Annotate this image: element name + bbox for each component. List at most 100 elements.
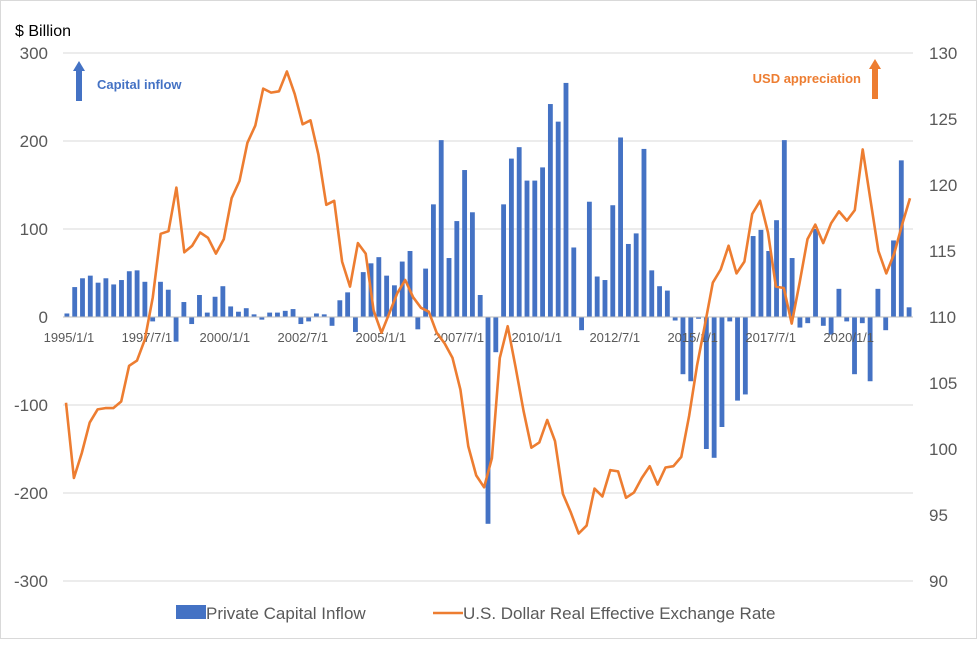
x-axis-tick: 2017/7/1 bbox=[745, 330, 796, 345]
bar bbox=[649, 270, 655, 317]
legend-label-bar: Private Capital Inflow bbox=[206, 604, 366, 623]
bar bbox=[353, 317, 358, 332]
bar bbox=[469, 212, 475, 317]
bar bbox=[563, 82, 569, 317]
bar bbox=[282, 310, 288, 317]
bar bbox=[337, 300, 343, 317]
bar bbox=[508, 158, 514, 317]
bar bbox=[384, 275, 390, 317]
capital-inflow-note: Capital inflow bbox=[97, 77, 182, 92]
x-axis-tick: 2007/7/1 bbox=[434, 330, 485, 345]
bar bbox=[625, 243, 631, 317]
bar bbox=[212, 296, 218, 317]
bar bbox=[501, 204, 507, 317]
bar bbox=[415, 317, 421, 330]
bar bbox=[594, 276, 600, 317]
x-axis-tick: 2005/1/1 bbox=[356, 330, 407, 345]
bar bbox=[797, 317, 803, 328]
bar bbox=[742, 317, 748, 395]
bar bbox=[789, 258, 795, 317]
left-axis-tick: 300 bbox=[20, 44, 48, 63]
bar bbox=[727, 317, 733, 322]
left-axis-tick: 100 bbox=[20, 220, 48, 239]
up-arrow-head-icon bbox=[73, 61, 85, 71]
x-axis-tick: 2015/1/1 bbox=[667, 330, 718, 345]
bar bbox=[664, 290, 670, 317]
bar bbox=[610, 205, 616, 317]
bar bbox=[688, 317, 694, 382]
left-axis-tick: 0 bbox=[39, 308, 48, 327]
bar bbox=[243, 308, 249, 317]
bar bbox=[220, 286, 226, 317]
right-axis-tick: 120 bbox=[929, 176, 957, 195]
bar bbox=[532, 180, 538, 317]
bar bbox=[173, 317, 179, 342]
bar bbox=[119, 280, 124, 317]
right-axis-tick-labels: 130 125 120 115 110 105 100 95 90 bbox=[929, 44, 957, 591]
bar bbox=[228, 306, 234, 317]
bar bbox=[87, 275, 93, 317]
up-arrow-head-icon bbox=[869, 59, 881, 69]
bar bbox=[641, 148, 647, 317]
bar bbox=[586, 201, 592, 317]
bar bbox=[516, 147, 522, 317]
bar bbox=[859, 317, 865, 324]
bar bbox=[197, 295, 202, 317]
right-axis-tick: 105 bbox=[929, 374, 957, 393]
x-axis-tick: 2010/1/1 bbox=[511, 330, 562, 345]
bar bbox=[204, 312, 210, 317]
bar bbox=[236, 311, 241, 317]
bar bbox=[189, 317, 195, 325]
bar bbox=[158, 281, 163, 317]
usd-reer-line bbox=[64, 70, 912, 535]
bar bbox=[399, 261, 405, 317]
bar bbox=[407, 251, 413, 317]
bar bbox=[423, 268, 429, 317]
bar bbox=[680, 317, 686, 375]
usd-appreciation-note: USD appreciation bbox=[753, 71, 861, 86]
left-axis-tick: 200 bbox=[20, 132, 48, 151]
bar bbox=[329, 317, 335, 326]
bar bbox=[805, 317, 811, 324]
bar bbox=[891, 240, 896, 317]
bar bbox=[579, 317, 584, 331]
bar bbox=[80, 278, 85, 317]
x-axis-tick: 2020/1/1 bbox=[823, 330, 874, 345]
bar bbox=[750, 236, 756, 317]
unit-label: $ Billion bbox=[15, 23, 71, 40]
bar bbox=[298, 317, 304, 325]
bar bbox=[906, 307, 912, 317]
bar bbox=[181, 302, 187, 317]
legend: Private Capital Inflow U.S. Dollar Real … bbox=[176, 604, 775, 623]
bar bbox=[142, 281, 148, 317]
bar bbox=[766, 251, 772, 317]
bar bbox=[735, 317, 740, 401]
bar bbox=[111, 284, 117, 317]
bar bbox=[524, 180, 530, 317]
up-arrow-icon bbox=[872, 69, 878, 99]
x-axis-tick: 2000/1/1 bbox=[200, 330, 251, 345]
x-axis-tick: 2002/7/1 bbox=[278, 330, 329, 345]
bar bbox=[454, 221, 460, 317]
bar bbox=[267, 312, 273, 317]
bar bbox=[376, 257, 382, 317]
bar bbox=[72, 287, 78, 317]
right-axis-tick: 115 bbox=[929, 242, 956, 261]
bar bbox=[165, 289, 171, 317]
bar bbox=[438, 140, 444, 317]
bar bbox=[103, 278, 109, 317]
legend-label-line: U.S. Dollar Real Effective Exchange Rate bbox=[463, 604, 775, 623]
usd-appreciation-annotation: USD appreciation bbox=[753, 59, 881, 99]
bar bbox=[703, 317, 709, 449]
left-axis-tick-labels: 300 200 100 0 -100 -200 -300 bbox=[14, 44, 48, 591]
bar bbox=[462, 170, 468, 317]
bar bbox=[875, 288, 881, 317]
bar bbox=[321, 314, 327, 317]
x-axis-tick: 1997/7/1 bbox=[122, 330, 173, 345]
bar bbox=[813, 229, 818, 317]
capital-inflow-annotation: Capital inflow bbox=[73, 61, 182, 101]
bar bbox=[306, 317, 312, 322]
left-axis-tick: -200 bbox=[14, 484, 48, 503]
